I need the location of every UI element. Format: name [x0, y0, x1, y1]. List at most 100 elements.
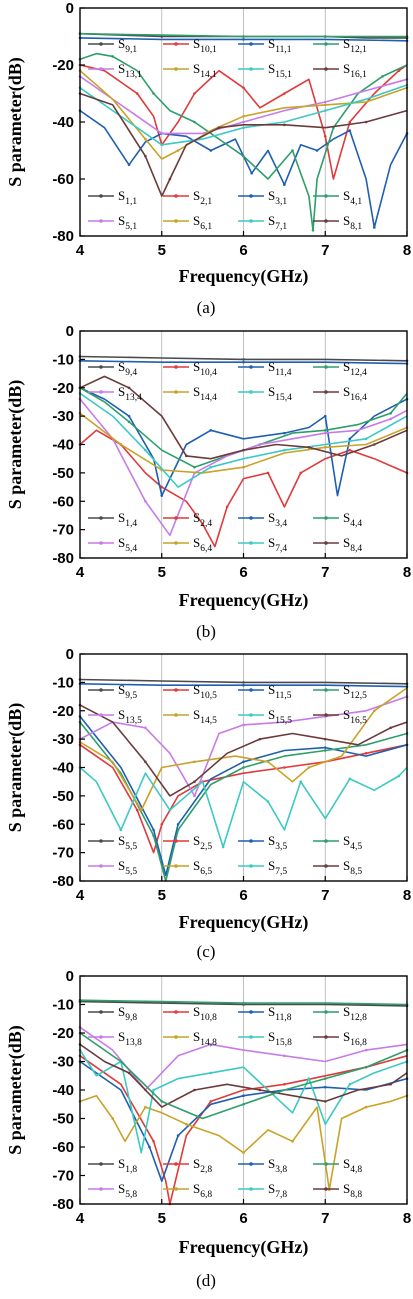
y-tick-label: -80 [52, 550, 74, 567]
y-tick-label: -70 [52, 845, 74, 862]
series-point [299, 780, 303, 783]
y-axis-title: S parameter(dB) [5, 380, 26, 509]
y-tick-label: -10 [52, 674, 74, 691]
legend-marker [174, 219, 178, 223]
series-line-4 [79, 715, 408, 877]
legend-marker [99, 541, 103, 545]
legend-label-sub: 15,8 [275, 1038, 292, 1048]
series-point [193, 760, 196, 764]
series-point [381, 75, 384, 78]
panel-caption: (a) [197, 298, 216, 317]
series-point [283, 1054, 286, 1058]
legend-label: S5,1 [118, 213, 137, 232]
series-point [283, 92, 286, 95]
legend-marker [249, 42, 253, 46]
legend-label-sub: 16,8 [350, 1038, 367, 1048]
legend-label: S14,8 [193, 1029, 217, 1048]
series-point [373, 709, 376, 713]
legend-marker [324, 864, 328, 868]
legend-label-main: S [343, 213, 350, 228]
series-point [266, 760, 270, 764]
legend-label-sub: 9,8 [125, 1013, 137, 1023]
legend-marker [249, 390, 253, 394]
legend-label-main: S [118, 359, 125, 374]
series-point [144, 726, 147, 730]
series-line-6 [79, 52, 408, 232]
legend-label: S5,8 [118, 1181, 137, 1200]
series-point [283, 448, 286, 452]
legend-label-sub: 13,1 [125, 70, 142, 80]
legend-marker [99, 67, 103, 71]
legend-marker [324, 839, 328, 843]
legend-label: S13,5 [118, 707, 142, 726]
legend-marker [324, 194, 328, 198]
y-tick-label: -30 [52, 1054, 74, 1071]
series-point [242, 115, 245, 118]
legend-marker [174, 541, 178, 545]
legend-label-sub: 12,4 [350, 368, 367, 378]
legend-label-main: S [118, 1029, 125, 1044]
legend-label-sub: 7,4 [275, 544, 287, 554]
legend-label-sub: 5,5 [125, 842, 137, 852]
series-point [307, 766, 311, 769]
legend-label: S8,1 [343, 213, 362, 232]
legend-label-main: S [343, 1156, 350, 1171]
y-tick-label: -70 [52, 522, 74, 539]
y-tick-label: -80 [52, 873, 74, 890]
series-point [397, 69, 401, 72]
series-point [389, 1083, 392, 1086]
series-point [242, 1094, 245, 1097]
legend-label: S8,8 [343, 1181, 362, 1200]
legend-marker [174, 390, 178, 394]
legend-label-main: S [268, 213, 275, 228]
series-point [283, 1083, 286, 1086]
legend-label: S1,8 [118, 1156, 137, 1175]
series-point [140, 808, 143, 812]
series-point [193, 794, 196, 798]
legend-label-main: S [118, 61, 125, 76]
legend-label-main: S [118, 1004, 125, 1019]
series-point [144, 154, 147, 158]
y-tick-label: -40 [52, 1082, 74, 1099]
legend-marker [324, 1187, 328, 1191]
legend-label-sub: 3,1 [275, 197, 287, 207]
legend-label-main: S [193, 61, 200, 76]
x-tick-label: 8 [403, 242, 411, 259]
series-line-7 [79, 687, 408, 811]
legend-label: S5,4 [118, 535, 137, 554]
series-line-8 [79, 392, 408, 488]
legend-label: S15,5 [268, 707, 292, 726]
legend-label: S14,5 [193, 707, 217, 726]
legend-label-sub: 4,5 [350, 842, 362, 852]
legend-label-main: S [118, 1181, 125, 1196]
series-point [119, 828, 123, 832]
legend-label-main: S [193, 858, 200, 873]
legend-label-sub: 9,1 [125, 45, 137, 55]
legend-marker [324, 713, 328, 717]
series-point [242, 723, 245, 727]
series-point [242, 448, 245, 452]
series-point [184, 454, 188, 458]
series-point [364, 1105, 368, 1109]
series-point [348, 129, 352, 132]
legend-label: S16,5 [343, 707, 367, 726]
series-point [144, 137, 147, 141]
y-tick-label: -40 [52, 437, 74, 454]
legend-label: S3,1 [268, 188, 287, 207]
series-point [209, 1043, 213, 1046]
legend-label-main: S [118, 510, 125, 525]
y-tick-label: -70 [52, 1168, 74, 1185]
legend-label-sub: 6,4 [200, 544, 212, 554]
series-point [176, 149, 180, 152]
legend-label: S9,5 [118, 682, 137, 701]
series-line-5 [79, 109, 408, 229]
series-point [364, 120, 368, 124]
legend-marker [249, 194, 253, 198]
legend-label-main: S [193, 535, 200, 550]
y-tick-label: -20 [52, 57, 74, 74]
legend-label-main: S [268, 833, 275, 848]
series-point [283, 123, 286, 127]
series-point [160, 494, 164, 497]
